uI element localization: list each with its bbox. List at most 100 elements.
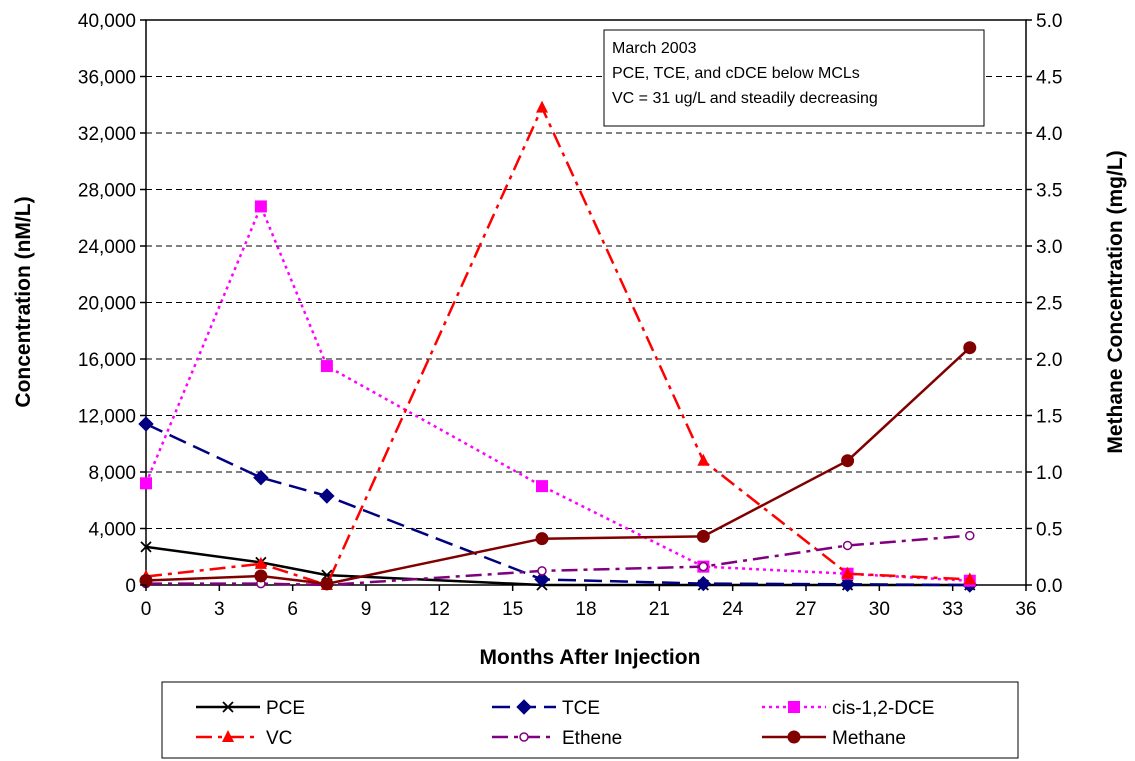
x-tick-label: 6 (287, 599, 298, 620)
y2-tick-label: 3.0 (1036, 237, 1062, 258)
data-point (839, 576, 856, 593)
x-axis-title: Months After Injection (480, 646, 701, 669)
y2-tick-label: 0.5 (1036, 520, 1062, 541)
y2-tick-label: 0.0 (1036, 576, 1062, 597)
series-methane (139, 341, 977, 591)
data-point (140, 541, 152, 553)
data-point (842, 540, 853, 551)
legend-label: Methane (832, 728, 906, 749)
y2-tick-label: 1.5 (1036, 407, 1062, 428)
data-point (697, 453, 710, 466)
gridlines (146, 76, 1026, 529)
legend-item: PCE (196, 698, 305, 719)
data-point (139, 573, 153, 587)
x-tick-label: 24 (722, 599, 744, 620)
axes: 0 0.0 4,000 0.5 8,000 1.0 12,000 1.5 16,000 2.0 20… (78, 11, 1063, 620)
data-point (698, 561, 709, 572)
y2-tick-label: 2.0 (1036, 350, 1062, 371)
series-layer (138, 100, 978, 593)
data-point (841, 454, 855, 468)
y2-tick-label: 5.0 (1036, 11, 1062, 32)
data-point (536, 480, 548, 493)
data-point (536, 100, 548, 113)
data-point (516, 699, 532, 715)
y-tick-label: 28,000 (78, 181, 136, 202)
x-tick-label: 0 (141, 599, 152, 620)
annotation-line-3: VC = 31 ug/L and steadily decreasing (612, 90, 878, 107)
y-tick-label: 0 (125, 576, 136, 597)
x-tick-label: 21 (649, 599, 670, 620)
legend-frame (161, 681, 1019, 759)
y2-tick-label: 4.5 (1036, 68, 1062, 89)
legend-label: Ethene (562, 728, 622, 749)
data-point (253, 469, 269, 486)
series-line (144, 203, 970, 583)
x-tick-label: 18 (575, 599, 596, 620)
y-tick-label: 36,000 (78, 68, 136, 89)
annotation-box: March 2003 PCE, TCE, and cDCE below MCLs… (603, 29, 985, 127)
x-tick-label: 12 (429, 599, 450, 620)
y-tick-label: 24,000 (78, 237, 136, 258)
x-tick-label: 9 (361, 599, 372, 620)
y-tick-label: 8,000 (88, 463, 136, 484)
x-tick-label: 3 (214, 599, 225, 620)
legend-label: PCE (266, 698, 305, 719)
y-tick-label: 20,000 (78, 294, 136, 315)
data-point (537, 566, 547, 576)
data-point (519, 732, 529, 742)
legend-label: VC (266, 728, 292, 749)
y2-tick-label: 1.0 (1036, 463, 1062, 484)
y2-tick-label: 2.5 (1036, 294, 1062, 315)
annotation-line-2: PCE, TCE, and cDCE below MCLs (612, 65, 860, 82)
data-point (787, 730, 801, 744)
legend-label: cis-1,2-DCE (832, 698, 934, 719)
x-tick-label: 30 (869, 599, 890, 620)
series-tce (138, 416, 978, 593)
series-line (145, 422, 970, 587)
data-point (963, 572, 976, 585)
y-tick-label: 40,000 (78, 11, 136, 32)
annotation-frame (603, 29, 985, 127)
legend-label: TCE (562, 698, 600, 719)
legend-item: Methane (762, 728, 906, 749)
x-tick-label: 33 (942, 599, 963, 620)
data-point (841, 566, 854, 579)
data-point (963, 341, 977, 355)
series-line (145, 104, 970, 587)
legend-item: cis-1,2-DCE (762, 698, 934, 719)
data-point (138, 416, 154, 432)
data-point (320, 577, 334, 591)
annotation-line-1: March 2003 (612, 40, 697, 57)
legend-item: Ethene (492, 728, 622, 749)
data-point (254, 200, 267, 213)
data-point (320, 360, 333, 373)
y-tick-label: 4,000 (88, 520, 136, 541)
y2-axis-title: Methane Concentration (mg/L) (1104, 150, 1127, 453)
data-point (695, 575, 712, 592)
data-point (534, 571, 550, 588)
legend-item: TCE (492, 698, 600, 719)
y2-tick-label: 3.5 (1036, 181, 1062, 202)
y-tick-label: 32,000 (78, 124, 136, 145)
y2-tick-label: 4.0 (1036, 124, 1062, 145)
data-point (140, 477, 152, 490)
data-point (254, 556, 267, 569)
data-point (535, 532, 549, 546)
legend-item: VC (196, 728, 292, 749)
x-tick-label: 36 (1015, 599, 1036, 620)
y-tick-label: 16,000 (78, 350, 136, 371)
data-point (788, 701, 800, 713)
data-point (319, 488, 335, 504)
x-tick-label: 27 (795, 599, 816, 620)
data-point (254, 569, 268, 583)
data-point (222, 701, 234, 713)
x-tick-label: 15 (502, 599, 523, 620)
legend: PCE TCE cis-1,2-DCE VC Ethene Methane (161, 681, 1019, 759)
data-point (965, 530, 975, 541)
y-axis-title: Concentration (nM/L) (12, 196, 35, 407)
data-point (222, 730, 234, 742)
y-tick-label: 12,000 (78, 407, 136, 428)
data-point (696, 529, 710, 543)
series-vc (140, 100, 976, 590)
